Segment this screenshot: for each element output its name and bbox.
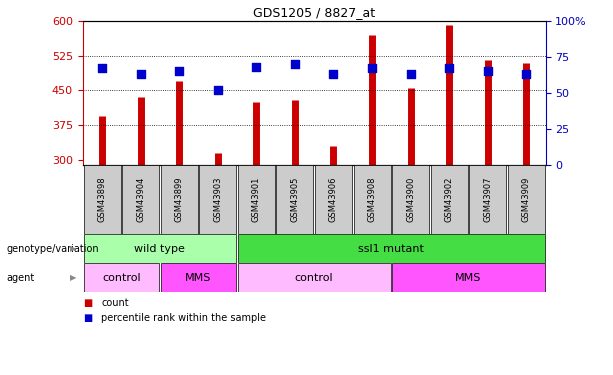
Point — [213, 87, 223, 93]
Point — [174, 68, 184, 74]
Text: count: count — [101, 298, 129, 308]
Text: GSM43902: GSM43902 — [444, 177, 454, 222]
Text: GSM43898: GSM43898 — [97, 177, 107, 222]
Bar — [392, 263, 545, 292]
Bar — [161, 165, 197, 234]
Text: GSM43903: GSM43903 — [213, 177, 223, 222]
Text: agent: agent — [6, 273, 34, 283]
Title: GDS1205 / 8827_at: GDS1205 / 8827_at — [253, 6, 375, 20]
Point — [444, 65, 454, 71]
Bar — [508, 165, 545, 234]
Text: genotype/variation: genotype/variation — [6, 244, 99, 254]
Text: ■: ■ — [83, 298, 92, 308]
Bar — [83, 263, 159, 292]
Bar — [199, 165, 236, 234]
Text: ssl1 mutant: ssl1 mutant — [359, 244, 424, 254]
Bar — [238, 263, 390, 292]
Bar — [354, 165, 390, 234]
Text: percentile rank within the sample: percentile rank within the sample — [101, 314, 266, 323]
Point — [483, 68, 493, 74]
Bar — [469, 165, 506, 234]
Text: GSM43907: GSM43907 — [483, 177, 492, 222]
Text: MMS: MMS — [185, 273, 211, 283]
Bar — [83, 234, 236, 263]
Text: GSM43908: GSM43908 — [368, 177, 376, 222]
Text: GSM43906: GSM43906 — [329, 177, 338, 222]
Text: control: control — [295, 273, 333, 283]
Bar — [276, 165, 313, 234]
Bar — [122, 165, 159, 234]
Point — [135, 71, 145, 77]
Bar — [83, 165, 121, 234]
Bar — [161, 263, 236, 292]
Text: GSM43909: GSM43909 — [522, 177, 531, 222]
Text: wild type: wild type — [134, 244, 185, 254]
Bar — [392, 165, 429, 234]
Text: GSM43901: GSM43901 — [252, 177, 261, 222]
Point — [251, 64, 261, 70]
Text: GSM43900: GSM43900 — [406, 177, 415, 222]
Text: control: control — [102, 273, 140, 283]
Bar — [315, 165, 352, 234]
Text: ■: ■ — [83, 314, 92, 323]
Text: GSM43899: GSM43899 — [175, 177, 184, 222]
Text: ▶: ▶ — [70, 244, 77, 254]
Point — [367, 65, 377, 71]
Bar — [431, 165, 468, 234]
Point — [329, 71, 338, 77]
Bar — [238, 165, 275, 234]
Point — [406, 71, 416, 77]
Text: GSM43904: GSM43904 — [136, 177, 145, 222]
Text: MMS: MMS — [455, 273, 482, 283]
Text: GSM43905: GSM43905 — [291, 177, 299, 222]
Text: ▶: ▶ — [70, 273, 77, 282]
Point — [290, 61, 300, 67]
Point — [522, 71, 531, 77]
Point — [97, 65, 107, 71]
Bar — [238, 234, 545, 263]
